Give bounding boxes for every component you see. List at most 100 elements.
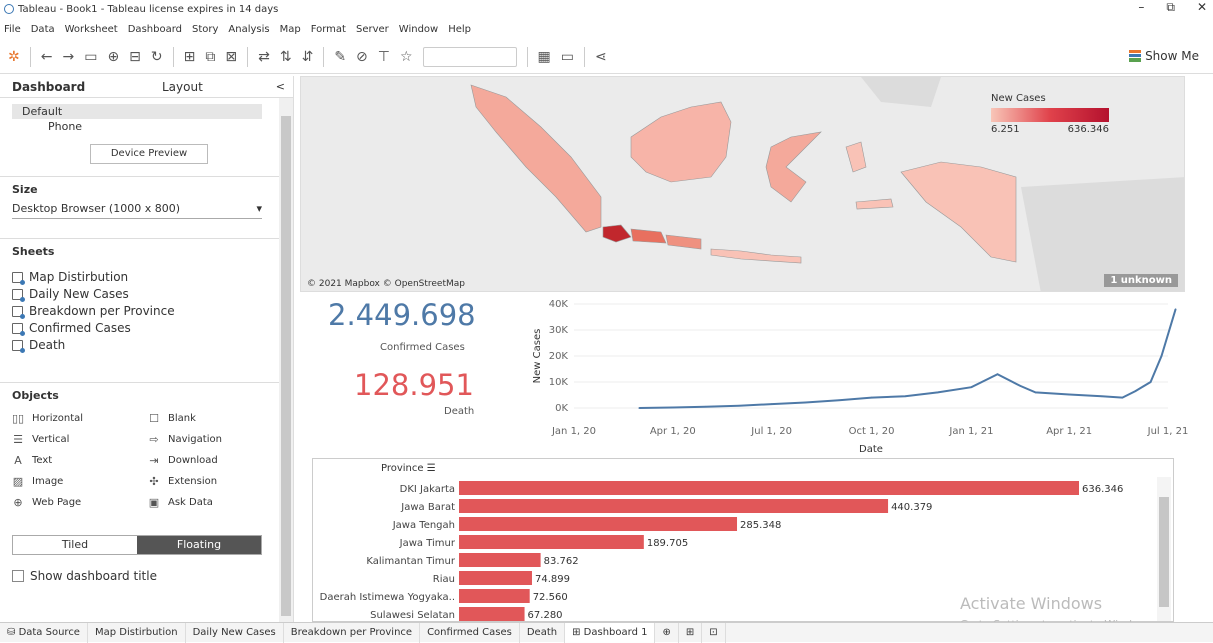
undo-icon[interactable]: ← <box>40 48 53 65</box>
line-point[interactable] <box>672 406 674 409</box>
clear-icon[interactable]: ⊠ <box>225 48 238 65</box>
checkbox[interactable] <box>12 570 24 582</box>
line-point[interactable] <box>1134 390 1137 392</box>
tab-daily-new-cases[interactable]: Daily New Cases <box>186 622 284 643</box>
sort-icon[interactable]: ☰ <box>426 463 436 474</box>
tab-map-distribution[interactable]: Map Distirbution <box>88 622 186 643</box>
line-point[interactable] <box>1149 381 1152 383</box>
sheet-death[interactable]: Death <box>12 338 281 353</box>
object-image[interactable]: ▨ Image <box>12 475 148 488</box>
device-phone[interactable]: Phone <box>48 120 83 133</box>
line-point[interactable] <box>838 399 840 401</box>
label-icon[interactable]: ⊤ <box>377 48 390 65</box>
pause-updates-icon[interactable]: ⊟ <box>129 48 141 65</box>
line-point[interactable] <box>1034 391 1037 394</box>
duplicate-icon[interactable]: ⧉ <box>205 48 216 65</box>
new-story-tab-icon[interactable]: ⊡ <box>702 622 726 643</box>
panel-scrollbar[interactable] <box>279 98 293 622</box>
line-point[interactable] <box>1019 385 1022 387</box>
menu-format[interactable]: Format <box>310 23 346 35</box>
swap-icon[interactable]: ⇄ <box>258 48 270 65</box>
menu-story[interactable]: Story <box>192 23 219 35</box>
daily-new-cases-chart[interactable]: 0K 10K 20K 30K 40K Jan 1, 20 Apr 1, 20 Jul 1, 2… <box>528 296 1188 464</box>
object-extension[interactable]: ✣ Extension <box>148 475 268 488</box>
province-bar[interactable] <box>459 571 532 585</box>
line-point[interactable] <box>1068 393 1070 396</box>
bar-category-label[interactable]: Kalimantan Timur <box>366 556 455 567</box>
tab-dashboard-1[interactable]: ⊞ Dashboard 1 <box>565 622 656 643</box>
line-point[interactable] <box>1174 308 1177 310</box>
object-navigation[interactable]: ⇨ Navigation <box>148 433 268 446</box>
show-me-button[interactable]: Show Me <box>1129 49 1199 63</box>
bar-category-label[interactable]: Daerah Istimewa Yogyaka.. <box>320 592 455 603</box>
object-ask-data[interactable]: ▣ Ask Data <box>148 496 268 509</box>
province-bar[interactable] <box>459 499 889 513</box>
menu-window[interactable]: Window <box>398 23 439 35</box>
tiled-option[interactable]: Tiled <box>61 538 89 551</box>
menu-dashboard[interactable]: Dashboard <box>127 23 182 35</box>
line-point[interactable] <box>904 395 907 398</box>
sheet-confirmed-cases[interactable]: Confirmed Cases <box>12 321 281 336</box>
object-text[interactable]: A Text <box>12 454 148 467</box>
line-point[interactable] <box>1160 355 1163 357</box>
line-point[interactable] <box>704 405 707 408</box>
new-worksheet-tab-icon[interactable]: ⊕ <box>655 622 679 643</box>
tab-data-source[interactable]: ⛁ Data Source <box>0 622 88 643</box>
save-icon[interactable]: ▭ <box>84 48 98 65</box>
refresh-icon[interactable]: ↻ <box>150 48 163 65</box>
menu-server[interactable]: Server <box>355 23 389 35</box>
breakdown-per-province-chart[interactable]: Province ☰ DKI Jakarta 636.346 Jawa Barat 4… <box>312 458 1174 622</box>
bar-category-label[interactable]: Riau <box>433 574 455 585</box>
province-header[interactable]: Province ☰ <box>381 463 436 474</box>
size-select[interactable]: Desktop Browser (1000 x 800) ▾ <box>12 202 262 219</box>
province-bar[interactable] <box>459 607 525 621</box>
province-bar[interactable] <box>459 535 644 549</box>
bar-category-label[interactable]: Jawa Barat <box>400 502 455 513</box>
map-distribution[interactable]: New Cases 6.251 636.346 © 2021 Mapbox © … <box>300 76 1185 292</box>
tab-layout[interactable]: Layout <box>162 80 203 94</box>
line-point[interactable] <box>970 386 973 388</box>
pin-icon[interactable]: ☆ <box>399 48 413 65</box>
redo-icon[interactable]: → <box>62 48 75 65</box>
object-vertical[interactable]: ☰ Vertical <box>12 433 148 446</box>
share-icon[interactable]: ⋖ <box>595 48 607 65</box>
bar-category-label[interactable]: Jawa Timur <box>399 538 456 549</box>
sheet-breakdown-per-province[interactable]: Breakdown per Province <box>12 304 281 319</box>
province-bar[interactable] <box>459 589 530 603</box>
object-web-page[interactable]: ⊕ Web Page <box>12 496 148 509</box>
line-point[interactable] <box>770 403 773 405</box>
close-button[interactable]: ✕ <box>1196 0 1207 14</box>
tab-breakdown-per-province[interactable]: Breakdown per Province <box>284 622 421 643</box>
province-bar[interactable] <box>459 517 738 531</box>
object-horizontal[interactable]: ▯▯ Horizontal <box>12 412 148 425</box>
sort-asc-icon[interactable]: ⇅ <box>279 48 292 65</box>
line-point[interactable] <box>738 404 740 407</box>
menu-worksheet[interactable]: Worksheet <box>64 23 118 35</box>
line-point[interactable] <box>638 407 640 409</box>
province-bar[interactable] <box>459 481 1079 495</box>
menu-help[interactable]: Help <box>448 23 472 35</box>
bar-category-label[interactable]: DKI Jakarta <box>400 484 455 495</box>
presentation-icon[interactable]: ▭ <box>560 48 575 65</box>
new-worksheet-icon[interactable]: ⊞ <box>183 48 196 65</box>
new-cases-line[interactable] <box>639 308 1177 409</box>
bar-chart-scrollbar[interactable] <box>1157 477 1171 621</box>
menu-analysis[interactable]: Analysis <box>228 23 270 35</box>
line-point[interactable] <box>936 391 939 394</box>
sheet-daily-new-cases[interactable]: Daily New Cases <box>12 287 281 302</box>
maximize-button[interactable]: ⧉ <box>1166 0 1175 14</box>
bar-category-label[interactable]: Jawa Tengah <box>392 520 455 531</box>
bar-category-label[interactable]: Sulawesi Selatan <box>370 610 455 621</box>
show-cards-icon[interactable]: ▦ <box>537 48 551 65</box>
device-default[interactable]: Default <box>12 104 262 119</box>
new-dashboard-tab-icon[interactable]: ⊞ <box>679 622 703 643</box>
sheet-map-distribution[interactable]: Map Distirbution <box>12 270 281 285</box>
tab-death[interactable]: Death <box>520 622 566 643</box>
tab-confirmed-cases[interactable]: Confirmed Cases <box>420 622 520 643</box>
line-point[interactable] <box>1100 395 1103 398</box>
tab-dashboard[interactable]: Dashboard <box>12 80 86 94</box>
show-title-checkbox[interactable]: Show dashboard title <box>12 569 281 583</box>
object-blank[interactable]: ☐ Blank <box>148 412 268 425</box>
collapse-panel-button[interactable]: < <box>275 80 285 93</box>
highlight-icon[interactable]: ✎ <box>334 48 347 65</box>
